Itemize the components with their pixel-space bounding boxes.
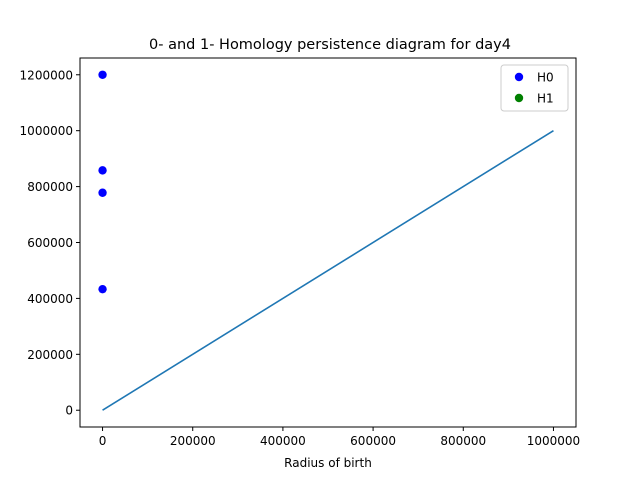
legend-label-h0: H0 [537,71,554,85]
x-tick-label-800000: 800000 [440,434,486,448]
point-h0-1 [98,166,107,175]
legend-box [500,64,569,112]
x-tick-label-600000: 600000 [350,434,396,448]
y-tick-label-400000: 400000 [27,292,73,306]
x-tick-label-0: 0 [99,434,107,448]
chart-title: 0- and 1- Homology persistence diagram f… [149,37,511,53]
y-tick-label-800000: 800000 [27,180,73,194]
y-tick-label-600000: 600000 [27,236,73,250]
x-tick-label-1000000: 1000000 [527,434,580,448]
diagonal-reference-line [102,130,554,411]
y-tick-label-1200000: 1200000 [20,68,73,82]
point-h0-2 [98,188,107,197]
x-tick-label-400000: 400000 [260,434,306,448]
point-h0-0 [98,70,107,79]
axes-background [80,58,576,427]
y-tick-label-0: 0 [65,404,73,418]
x-axis-label: Radius of birth [284,456,372,470]
legend-marker-h1 [514,93,524,103]
legend-marker-h0 [514,72,524,82]
y-tick-label-200000: 200000 [27,348,73,362]
legend-label-h1: H1 [537,92,554,106]
point-h0-3 [98,284,107,294]
x-tick-label-200000: 200000 [170,434,216,448]
plot-area: 0 200000 400000 600000 800000 1000000 0 200000 4… [20,57,580,448]
y-tick-label-1000000: 1000000 [20,124,73,138]
